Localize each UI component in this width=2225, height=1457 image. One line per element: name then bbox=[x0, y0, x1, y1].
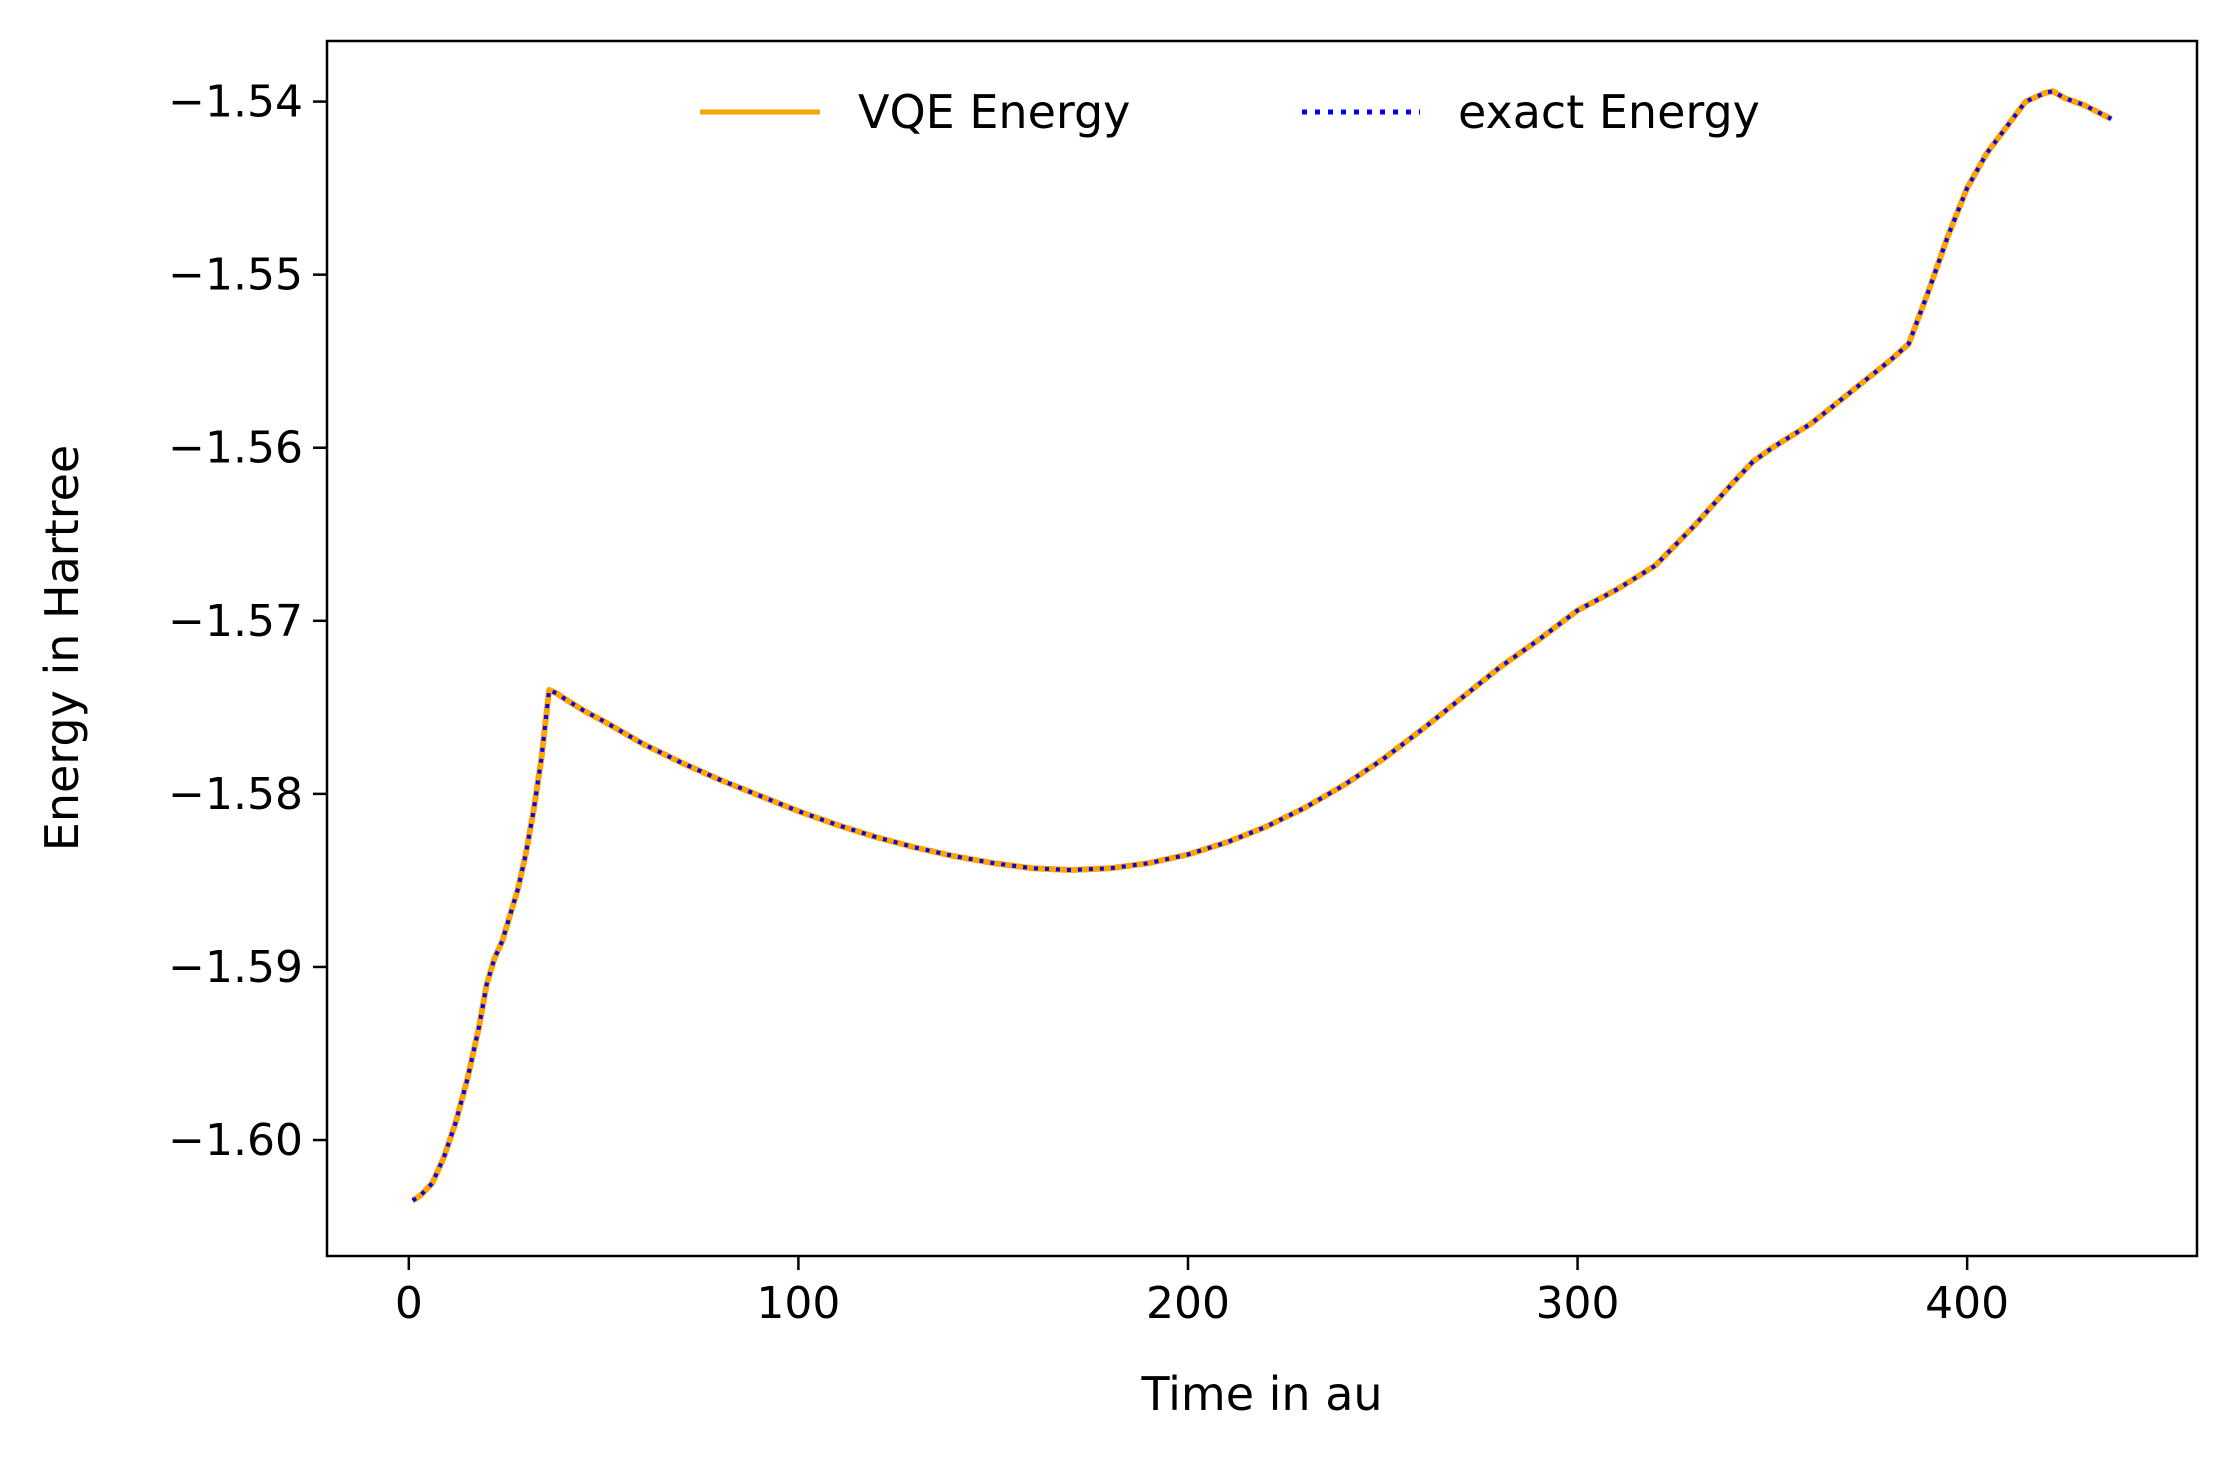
x-tick-label: 200 bbox=[1146, 1278, 1230, 1329]
y-axis-label: Energy in Hartree bbox=[35, 445, 89, 851]
plot-area bbox=[411, 88, 2113, 1204]
legend: VQE Energy exact Energy bbox=[700, 85, 1760, 139]
x-tick-label: 300 bbox=[1536, 1278, 1620, 1329]
x-tick-label: 0 bbox=[395, 1278, 423, 1329]
y-tick-label: −1.54 bbox=[168, 77, 303, 128]
y-axis-ticks: −1.60 −1.59 −1.58 −1.57 −1.56 −1.55 −1.54 bbox=[168, 77, 327, 1166]
x-tick-label: 400 bbox=[1925, 1278, 2009, 1329]
legend-label-vqe-energy: VQE Energy bbox=[858, 85, 1130, 139]
axes-frame bbox=[325, 39, 2199, 1258]
y-tick-label: −1.55 bbox=[168, 250, 303, 301]
y-tick-label: −1.59 bbox=[168, 942, 303, 993]
y-tick-label: −1.57 bbox=[168, 596, 303, 647]
x-axis-label: Time in au bbox=[1140, 1367, 1382, 1421]
legend-label-exact-energy: exact Energy bbox=[1458, 85, 1760, 139]
y-tick-label: −1.56 bbox=[168, 423, 303, 474]
series-line-vqe-energy bbox=[411, 88, 2113, 1204]
y-tick-label: −1.60 bbox=[168, 1115, 303, 1166]
x-tick-label: 100 bbox=[756, 1278, 840, 1329]
x-axis-ticks: 0 100 200 300 400 bbox=[395, 1256, 2009, 1329]
y-tick-label: −1.58 bbox=[168, 769, 303, 820]
